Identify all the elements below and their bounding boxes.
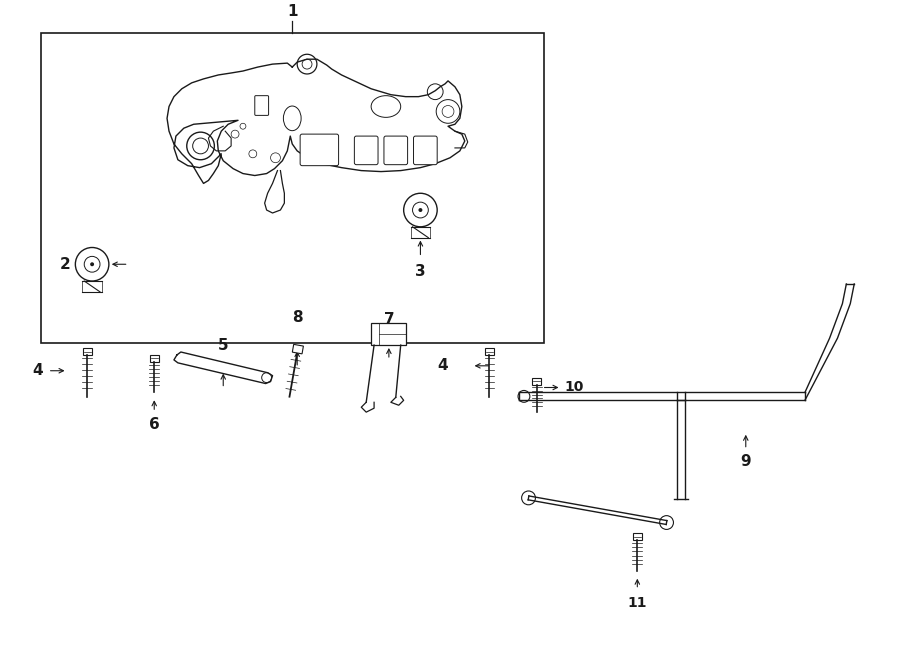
FancyBboxPatch shape <box>255 96 268 116</box>
Polygon shape <box>292 344 303 354</box>
Bar <box>83 348 92 355</box>
Text: 3: 3 <box>415 264 426 279</box>
Circle shape <box>418 208 422 212</box>
Ellipse shape <box>371 96 400 118</box>
Text: 1: 1 <box>287 4 298 19</box>
Ellipse shape <box>284 106 302 131</box>
Text: 4: 4 <box>437 358 448 373</box>
Bar <box>532 377 541 385</box>
Text: 9: 9 <box>741 453 751 469</box>
FancyBboxPatch shape <box>413 136 437 165</box>
Circle shape <box>90 262 94 266</box>
Bar <box>149 355 158 362</box>
Bar <box>371 323 406 345</box>
FancyBboxPatch shape <box>384 136 408 165</box>
Text: 6: 6 <box>148 417 159 432</box>
Bar <box>633 533 642 540</box>
Text: 8: 8 <box>292 311 302 325</box>
Text: 7: 7 <box>383 313 394 327</box>
Text: 10: 10 <box>564 381 584 395</box>
FancyBboxPatch shape <box>355 136 378 165</box>
Text: 11: 11 <box>627 596 647 609</box>
Text: 5: 5 <box>218 338 229 353</box>
Text: 4: 4 <box>32 364 43 378</box>
FancyBboxPatch shape <box>300 134 338 166</box>
Bar <box>40 32 544 343</box>
Bar <box>485 348 494 355</box>
Text: 2: 2 <box>59 256 70 272</box>
